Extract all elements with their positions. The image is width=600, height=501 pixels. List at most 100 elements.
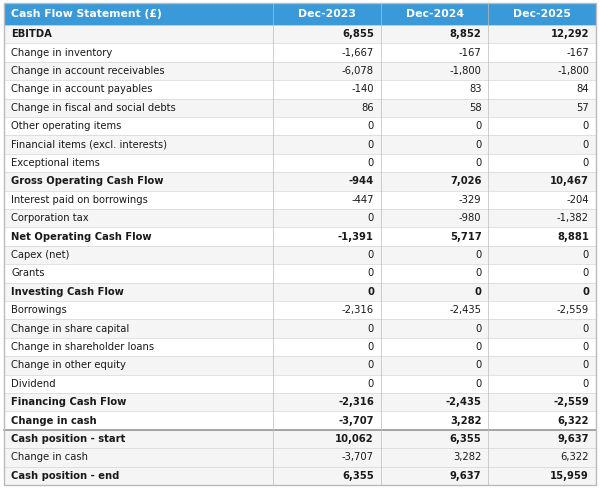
Bar — [4, 190, 596, 209]
Text: Financial items (excl. interests): Financial items (excl. interests) — [11, 140, 167, 150]
Text: Change in other equity: Change in other equity — [11, 360, 126, 370]
Bar — [4, 448, 596, 466]
Bar — [4, 25, 596, 44]
Text: -2,316: -2,316 — [342, 305, 374, 315]
Text: Exceptional items: Exceptional items — [11, 158, 100, 168]
Bar — [4, 375, 596, 393]
Bar — [4, 172, 596, 190]
Text: Cash Flow Statement (£): Cash Flow Statement (£) — [11, 9, 162, 19]
Text: Dec-2024: Dec-2024 — [406, 9, 464, 19]
Text: 0: 0 — [475, 269, 481, 279]
Text: 0: 0 — [368, 269, 374, 279]
Bar — [4, 301, 596, 320]
Text: -2,559: -2,559 — [557, 305, 589, 315]
Text: -1,391: -1,391 — [338, 231, 374, 241]
Text: Dividend: Dividend — [11, 379, 56, 389]
Text: Change in account receivables: Change in account receivables — [11, 66, 164, 76]
Text: -2,435: -2,435 — [446, 397, 481, 407]
Text: 8,852: 8,852 — [450, 29, 481, 39]
Bar — [4, 430, 596, 448]
Text: Other operating items: Other operating items — [11, 121, 121, 131]
Text: -1,667: -1,667 — [341, 48, 374, 58]
Text: -447: -447 — [352, 195, 374, 205]
Text: Change in account payables: Change in account payables — [11, 84, 152, 94]
Text: 0: 0 — [368, 121, 374, 131]
Text: 0: 0 — [475, 342, 481, 352]
Text: 0: 0 — [475, 250, 481, 260]
Bar — [4, 99, 596, 117]
Bar — [4, 209, 596, 227]
Text: 6,322: 6,322 — [560, 452, 589, 462]
Bar — [4, 283, 596, 301]
Bar — [4, 154, 596, 172]
Text: -6,078: -6,078 — [342, 66, 374, 76]
Bar — [4, 338, 596, 356]
Text: -2,435: -2,435 — [449, 305, 481, 315]
Text: -329: -329 — [459, 195, 481, 205]
Bar — [4, 356, 596, 375]
Text: Change in cash: Change in cash — [11, 416, 97, 426]
Text: Change in cash: Change in cash — [11, 452, 88, 462]
Text: 0: 0 — [583, 324, 589, 334]
Text: Gross Operating Cash Flow: Gross Operating Cash Flow — [11, 176, 163, 186]
Text: 0: 0 — [368, 342, 374, 352]
Text: 0: 0 — [583, 269, 589, 279]
Text: Net Operating Cash Flow: Net Operating Cash Flow — [11, 231, 152, 241]
Text: -944: -944 — [349, 176, 374, 186]
Text: 3,282: 3,282 — [450, 416, 481, 426]
Text: Change in share capital: Change in share capital — [11, 324, 129, 334]
Text: Change in shareholder loans: Change in shareholder loans — [11, 342, 154, 352]
Text: 0: 0 — [583, 250, 589, 260]
Text: Change in fiscal and social debts: Change in fiscal and social debts — [11, 103, 176, 113]
Text: 0: 0 — [582, 287, 589, 297]
Text: 0: 0 — [475, 158, 481, 168]
Text: 58: 58 — [469, 103, 481, 113]
Text: -167: -167 — [459, 48, 481, 58]
Text: 15,959: 15,959 — [550, 471, 589, 481]
Bar — [4, 135, 596, 154]
Text: 0: 0 — [368, 250, 374, 260]
Text: Dec-2025: Dec-2025 — [513, 9, 571, 19]
Text: -3,707: -3,707 — [338, 416, 374, 426]
Text: 0: 0 — [475, 379, 481, 389]
Text: -204: -204 — [566, 195, 589, 205]
Text: 0: 0 — [368, 140, 374, 150]
Text: Financing Cash Flow: Financing Cash Flow — [11, 397, 127, 407]
Text: 6,855: 6,855 — [342, 29, 374, 39]
Text: 0: 0 — [368, 158, 374, 168]
Text: Cash position - start: Cash position - start — [11, 434, 125, 444]
Bar — [4, 3, 596, 25]
Text: -1,800: -1,800 — [557, 66, 589, 76]
Bar — [4, 393, 596, 411]
Bar — [4, 264, 596, 283]
Bar — [4, 411, 596, 430]
Bar — [4, 320, 596, 338]
Text: 0: 0 — [475, 360, 481, 370]
Text: 0: 0 — [368, 324, 374, 334]
Text: 9,637: 9,637 — [557, 434, 589, 444]
Text: 0: 0 — [583, 140, 589, 150]
Text: 0: 0 — [583, 342, 589, 352]
Bar — [4, 80, 596, 99]
Text: Capex (net): Capex (net) — [11, 250, 70, 260]
Text: Dec-2023: Dec-2023 — [298, 9, 356, 19]
Text: 12,292: 12,292 — [551, 29, 589, 39]
Text: 9,637: 9,637 — [450, 471, 481, 481]
Text: 0: 0 — [583, 121, 589, 131]
Text: Interest paid on borrowings: Interest paid on borrowings — [11, 195, 148, 205]
Text: 0: 0 — [583, 158, 589, 168]
Text: 57: 57 — [576, 103, 589, 113]
Bar — [4, 227, 596, 246]
Text: 0: 0 — [367, 287, 374, 297]
Text: 0: 0 — [368, 379, 374, 389]
Text: Borrowings: Borrowings — [11, 305, 67, 315]
Text: 83: 83 — [469, 84, 481, 94]
Text: 6,355: 6,355 — [342, 471, 374, 481]
Text: 0: 0 — [475, 324, 481, 334]
Text: Grants: Grants — [11, 269, 44, 279]
Text: 84: 84 — [577, 84, 589, 94]
Text: 0: 0 — [368, 360, 374, 370]
Text: 86: 86 — [361, 103, 374, 113]
Text: 10,467: 10,467 — [550, 176, 589, 186]
Text: -167: -167 — [566, 48, 589, 58]
